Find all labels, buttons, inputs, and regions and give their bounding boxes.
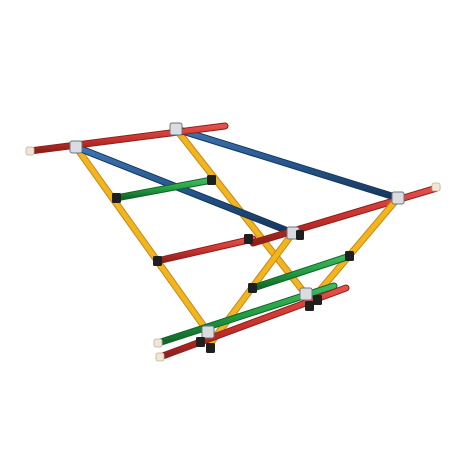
clamps: [69, 122, 405, 339]
left-top-red-rail: [25, 122, 229, 156]
connector: [345, 251, 354, 261]
connector: [153, 256, 162, 266]
right-green-rail: [249, 252, 354, 292]
clamp: [391, 191, 405, 205]
clamp: [169, 122, 183, 136]
blue-rail: [73, 144, 296, 236]
blue-rail: [173, 126, 401, 201]
left-green-rail: [112, 176, 216, 202]
clamp: [299, 287, 313, 301]
yellow-leg: [73, 144, 211, 335]
end-cap: [155, 352, 165, 362]
clamp: [201, 325, 215, 339]
end-cap: [153, 338, 163, 348]
clamp: [69, 140, 83, 154]
end-cap: [431, 182, 441, 192]
yellow-leg: [307, 195, 401, 305]
connector: [248, 283, 257, 293]
connector: [196, 337, 205, 347]
connectors: [112, 175, 354, 353]
top-blue-rails: [72, 125, 402, 237]
connector: [112, 193, 121, 203]
end-cap: [25, 146, 35, 156]
connector: [296, 230, 304, 240]
right-top-red-rail: [249, 182, 441, 247]
connector: [313, 295, 322, 305]
left-lower-red-rail: [153, 235, 257, 265]
connector: [206, 343, 215, 353]
connector: [244, 234, 253, 244]
connector: [305, 301, 314, 311]
connector: [207, 175, 216, 185]
